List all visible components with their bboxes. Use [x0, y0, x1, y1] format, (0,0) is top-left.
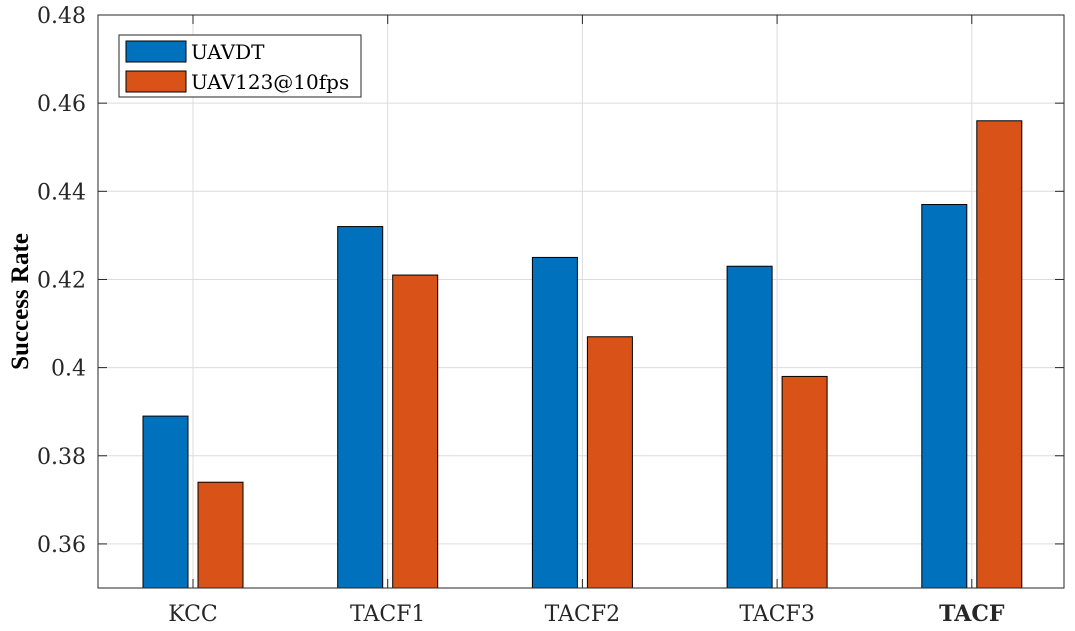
y-tick-label: 0.46	[37, 92, 86, 117]
y-tick-label: 0.44	[37, 180, 86, 205]
bar-uavdt-kcc	[142, 415, 189, 589]
grid-lines	[98, 14, 1064, 588]
bar-uavdt-tacf2	[531, 256, 578, 589]
y-tick-label: 0.42	[37, 268, 86, 293]
x-tick-label: TACF3	[739, 602, 814, 627]
axes-box	[97, 14, 1065, 589]
legend-swatch-uav123-10fps	[125, 70, 187, 93]
x-tick-label: TACF	[939, 601, 1005, 627]
y-tick-label: 0.4	[51, 357, 86, 382]
bar-uavdt-tacf3	[726, 265, 773, 589]
x-tick-label: TACF2	[545, 602, 620, 627]
x-tick-label: TACF1	[350, 602, 425, 627]
x-tick-label: KCC	[168, 602, 218, 627]
y-tick-label: 0.36	[37, 533, 86, 558]
legend: UAVDT UAV123@10fps	[118, 34, 362, 98]
bar-uavdt-tacf1	[337, 226, 384, 589]
y-tick-label: 0.48	[37, 4, 86, 29]
y-tick-labels: 0.36 0.38 0.4 0.42 0.44 0.46 0.48	[37, 4, 86, 558]
bar-uav123-10fps-tacf2	[586, 336, 633, 589]
y-tick-label: 0.38	[37, 445, 86, 470]
bar-uav123-10fps-tacf3	[781, 375, 828, 589]
x-tick-labels: KCC TACF1 TACF2 TACF3 TACF	[168, 601, 1005, 627]
legend-label-uavdt: UAVDT	[191, 40, 265, 64]
bar-uav123-10fps-tacf1	[392, 274, 439, 589]
bar-uav123-10fps-tacf	[976, 120, 1023, 589]
axis-ticks	[98, 14, 1064, 588]
legend-swatch-uavdt	[125, 40, 187, 63]
bars	[142, 120, 1023, 589]
bar-uav123-10fps-kcc	[197, 481, 244, 589]
legend-label-uav123-10fps: UAV123@10fps	[191, 70, 349, 94]
y-axis-label: Success Rate	[7, 233, 34, 370]
bar-uavdt-tacf	[921, 204, 968, 589]
